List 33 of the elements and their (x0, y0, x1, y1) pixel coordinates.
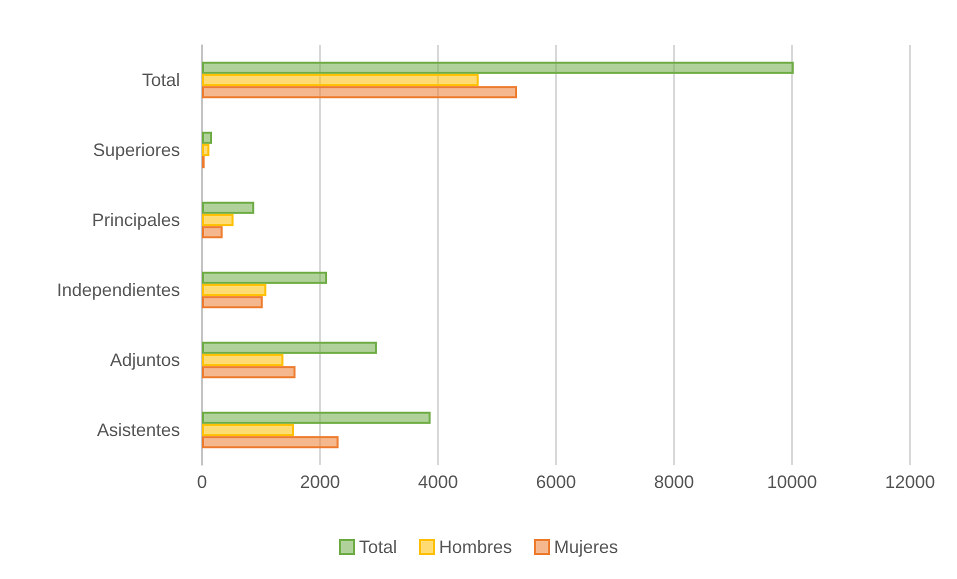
y-tick-label: Asistentes (96, 420, 180, 440)
legend-label: Mujeres (554, 537, 618, 557)
bar (202, 226, 223, 238)
bar (202, 284, 266, 296)
legend-label: Total (358, 537, 397, 557)
x-tick-label: 6000 (536, 472, 576, 492)
y-tick-label: Independientes (56, 280, 180, 300)
bar (202, 366, 296, 378)
bar (202, 354, 284, 366)
x-tick-label: 0 (196, 472, 208, 492)
bar (202, 272, 328, 284)
bar (202, 342, 377, 354)
legend-label: Hombres (438, 537, 512, 557)
x-tick-label: 10000 (766, 472, 818, 492)
bar (202, 202, 254, 214)
y-tick-label: Principales (92, 210, 180, 230)
x-tick-label: 2000 (300, 472, 340, 492)
bar (202, 144, 210, 156)
bar (202, 74, 479, 86)
x-tick-label: 4000 (418, 472, 458, 492)
bar (202, 132, 212, 144)
y-tick-label: Superiores (92, 140, 180, 160)
y-tick-label: Adjuntos (110, 350, 180, 370)
x-tick-label: 12000 (884, 472, 936, 492)
bar (202, 62, 794, 74)
bar (202, 86, 518, 98)
bar (202, 412, 431, 424)
bar (202, 296, 263, 308)
bar (202, 424, 294, 436)
bar (202, 436, 339, 448)
y-tick-label: Total (142, 70, 180, 90)
bar (202, 214, 234, 226)
x-tick-label: 8000 (654, 472, 694, 492)
